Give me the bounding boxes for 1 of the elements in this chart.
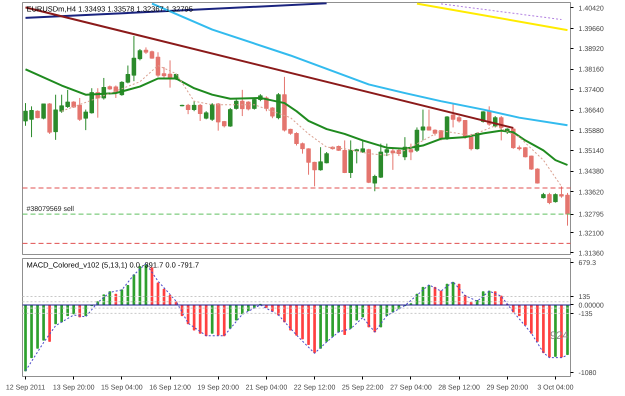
annotation: 924 [550, 330, 569, 342]
